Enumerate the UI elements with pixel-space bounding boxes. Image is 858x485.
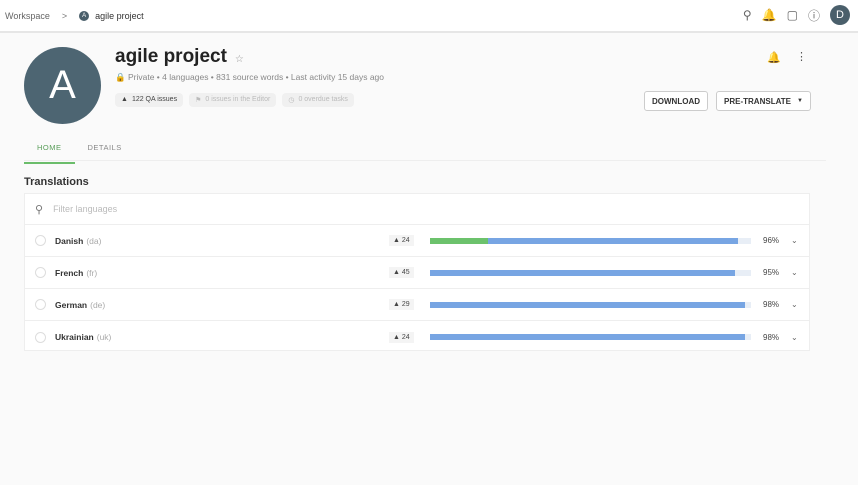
qa-count-value: 45 (401, 269, 410, 276)
tab-home[interactable]: HOME (24, 137, 75, 164)
progress-bar (430, 301, 751, 308)
qa-count-value: 24 (401, 333, 410, 341)
progress-percent: 98% (763, 300, 780, 309)
progress-percent: 96% (763, 236, 780, 245)
warning-icon: ▲ (393, 333, 400, 341)
qa-count-value: 29 (401, 301, 410, 308)
overdue-tasks-chip[interactable]: ◷ 0 overdue tasks (282, 93, 354, 107)
breadcrumb-project[interactable]: agile project (95, 10, 144, 21)
filter-languages-input[interactable]: ⚲ Filter languages (25, 194, 809, 225)
qa-issues-chip[interactable]: ▲ 122 QA issues (115, 93, 184, 107)
chip-label: 0 issues in the Editor (205, 96, 271, 103)
translated-fill (430, 334, 745, 340)
chevron-down-icon[interactable]: ⌄ (791, 300, 798, 309)
search-icon[interactable]: ⚲ (742, 8, 752, 22)
project-avatar: A (24, 47, 101, 124)
progress-bar (430, 237, 751, 244)
language-code: (da) (86, 235, 102, 246)
chevron-down-icon[interactable]: ⌄ (791, 268, 798, 277)
clock-icon (35, 235, 46, 246)
warning-icon: ▲ (393, 237, 400, 244)
language-name[interactable]: Ukrainian (55, 332, 94, 342)
project-title: agile project (115, 46, 227, 67)
user-avatar[interactable]: D (830, 5, 850, 25)
translations-card: ⚲ Filter languages Danish (da) ▲ 24 96% ⌄… (24, 193, 810, 351)
language-row[interactable]: French (fr) ▲ 45 95% ⌄ (25, 257, 809, 289)
chevron-down-icon[interactable]: ⌄ (791, 332, 798, 342)
download-button[interactable]: DOWNLOAD (644, 91, 708, 111)
qa-count[interactable]: ▲ 45 (389, 267, 414, 278)
meta-text: Private • 4 languages • 831 source words… (127, 72, 385, 82)
chip-label: 0 overdue tasks (298, 96, 348, 103)
progress-bar (430, 334, 751, 340)
warning-icon: ▲ (121, 96, 128, 103)
project-meta: 🔒 Private • 4 languages • 831 source wor… (115, 72, 384, 83)
chip-label: 122 QA issues (131, 96, 178, 103)
breadcrumb-workspace[interactable]: Workspace (5, 10, 50, 21)
breadcrumb-separator: > (61, 10, 68, 21)
help-icon[interactable]: ⓘ (807, 8, 820, 23)
section-title: Translations (24, 176, 89, 188)
top-bar: Workspace > A agile project ⚲ 🔔 ▢ ⓘ D (0, 0, 858, 33)
filter-placeholder: Filter languages (53, 204, 118, 214)
translated-fill (430, 269, 735, 276)
clock-icon (35, 299, 46, 310)
language-row[interactable]: Danish (da) ▲ 24 96% ⌄ (25, 225, 809, 257)
lock-icon: 🔒 (115, 72, 126, 82)
language-code: (fr) (86, 267, 98, 278)
translated-fill (430, 237, 739, 244)
language-code: (uk) (96, 332, 112, 342)
caret-down-icon: ▼ (797, 98, 803, 104)
bell-icon[interactable]: 🔔 (761, 8, 777, 22)
clock-icon (35, 267, 46, 278)
qa-count[interactable]: ▲ 24 (389, 235, 414, 246)
more-vert-icon[interactable]: ⋮ (796, 51, 807, 63)
language-name[interactable]: French (55, 267, 84, 278)
timer-icon: ◷ (288, 97, 295, 104)
clock-icon (35, 331, 46, 343)
qa-count[interactable]: ▲ 29 (389, 299, 414, 310)
approved-fill (430, 237, 488, 244)
flag-icon: ⚑ (195, 97, 202, 104)
language-name[interactable]: German (55, 299, 88, 310)
project-mini-avatar: A (79, 10, 90, 21)
editor-issues-chip[interactable]: ⚑ 0 issues in the Editor (189, 93, 277, 107)
progress-bar (430, 269, 751, 276)
translated-fill (430, 301, 745, 308)
search-icon: ⚲ (35, 203, 44, 216)
tab-details[interactable]: DETAILS (87, 143, 122, 152)
language-code: (de) (90, 299, 106, 310)
warning-icon: ▲ (393, 269, 400, 276)
language-name[interactable]: Danish (55, 235, 84, 246)
progress-percent: 95% (763, 268, 780, 277)
star-icon[interactable]: ☆ (234, 54, 244, 65)
warning-icon: ▲ (393, 301, 400, 308)
divider (24, 160, 826, 161)
language-row[interactable]: Ukrainian (uk) ▲ 24 98% ⌄ (25, 321, 809, 353)
qa-count[interactable]: ▲ 24 (389, 331, 414, 343)
progress-percent: 98% (763, 332, 780, 342)
pre-translate-button[interactable]: PRE-TRANSLATE ▼ (716, 91, 811, 111)
language-row[interactable]: German (de) ▲ 29 98% ⌄ (25, 289, 809, 321)
chevron-down-icon[interactable]: ⌄ (791, 236, 798, 245)
pre-translate-label: PRE-TRANSLATE (724, 96, 791, 106)
notification-settings-icon[interactable]: 🔔 (767, 52, 781, 64)
page-title: agile project ☆ (115, 46, 244, 68)
chat-icon[interactable]: ▢ (786, 8, 798, 22)
qa-count-value: 24 (401, 237, 410, 244)
